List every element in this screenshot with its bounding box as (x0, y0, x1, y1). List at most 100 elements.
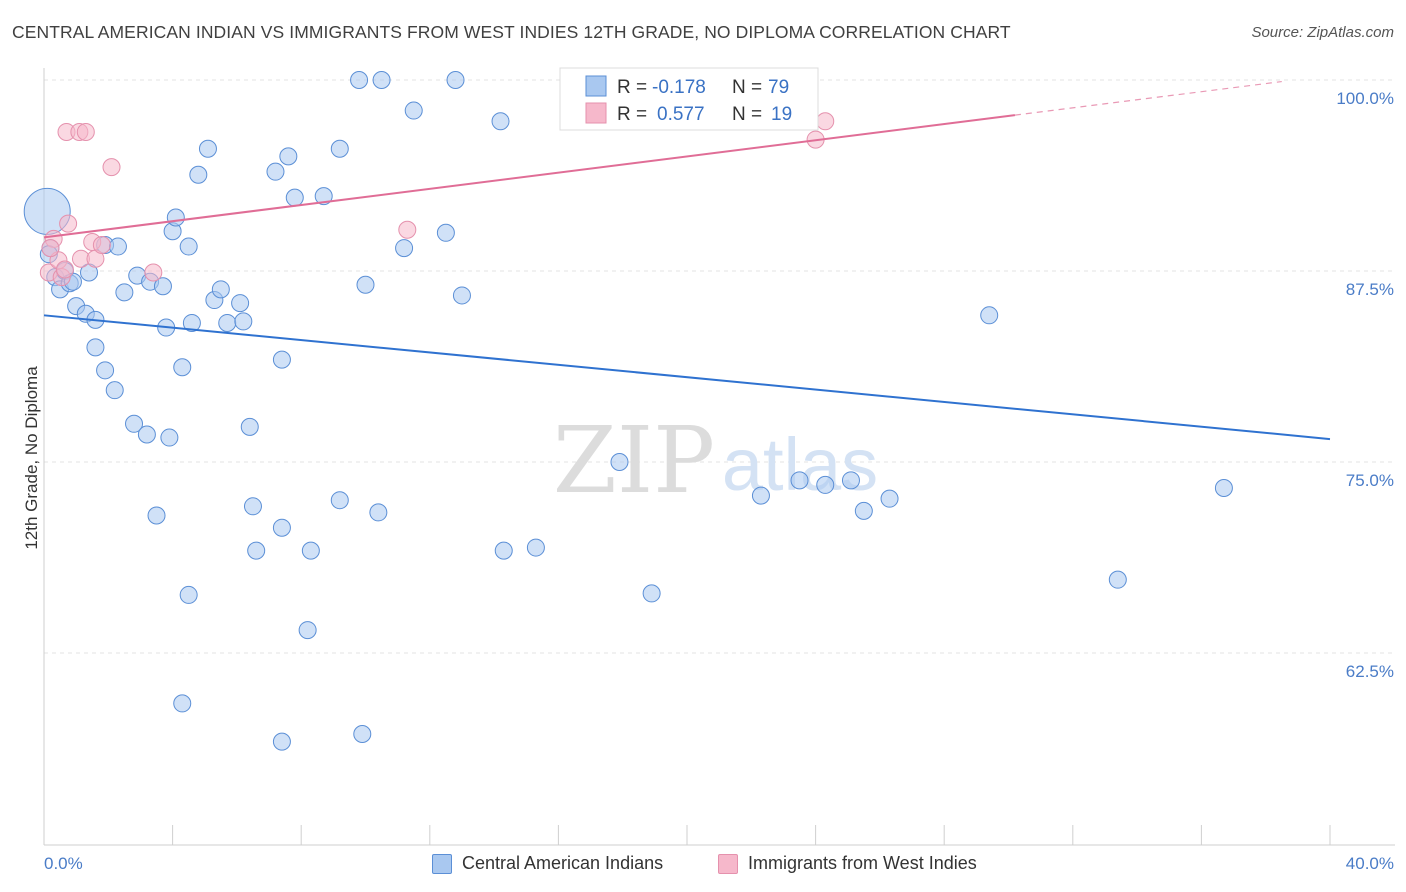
data-point-central-american-indians (452, 286, 471, 305)
data-point-central-american-indians (404, 101, 423, 120)
data-point-central-american-indians (980, 306, 999, 325)
y-tick-label: 62.5% (1346, 662, 1394, 681)
data-point-central-american-indians (301, 541, 320, 560)
data-point-immigrants-from-west-indies (55, 260, 74, 279)
data-point-central-american-indians (137, 425, 156, 444)
data-point-immigrants-from-west-indies (41, 239, 60, 258)
data-point-immigrants-from-west-indies (816, 112, 835, 131)
x-tick-label: 40.0% (1346, 854, 1394, 873)
data-point-central-american-indians (751, 486, 770, 505)
trend-line-immigrants-from-west-indies (43, 114, 1016, 239)
stats-box: R = -0.178 N = 79 R = 0.577 N = 19 (559, 67, 819, 131)
y-axis-title: 12th Grade, No Diploma (22, 366, 41, 550)
data-point-central-american-indians (526, 538, 545, 557)
stats-r-value-2: 0.577 (657, 104, 705, 125)
stats-r-label-2: R = (617, 104, 647, 125)
stats-n-label-1: N = (732, 77, 762, 98)
data-point-central-american-indians (173, 358, 192, 377)
data-point-central-american-indians (816, 475, 835, 494)
watermark: ZIP atlas (553, 407, 878, 514)
data-point-central-american-indians (166, 208, 185, 227)
trend-lines (43, 80, 1331, 441)
data-point-central-american-indians (198, 139, 217, 158)
stats-n-value-1: 79 (768, 77, 789, 98)
legend-label-central-american-indians: Central American Indians (462, 853, 664, 873)
data-point-central-american-indians (96, 361, 115, 380)
data-point-central-american-indians (350, 71, 369, 89)
stats-swatch-blue (585, 75, 607, 97)
data-point-immigrants-from-west-indies (144, 263, 163, 282)
data-point-central-american-indians (266, 162, 285, 181)
data-point-central-american-indians (353, 724, 372, 743)
watermark-zip: ZIP (553, 407, 715, 514)
data-point-central-american-indians (369, 503, 388, 522)
data-point-central-american-indians (841, 471, 860, 490)
data-point-central-american-indians (272, 732, 291, 751)
data-point-central-american-indians (854, 501, 873, 520)
data-point-immigrants-from-west-indies (92, 236, 111, 255)
data-point-central-american-indians (446, 71, 465, 89)
data-point-immigrants-from-west-indies (59, 214, 78, 233)
data-point-central-american-indians (279, 147, 298, 166)
legend-swatch-pink (718, 853, 738, 874)
data-point-central-american-indians (231, 294, 250, 313)
data-point-central-american-indians (298, 621, 317, 640)
data-point-immigrants-from-west-indies (76, 122, 95, 141)
data-point-central-american-indians (436, 223, 455, 242)
data-point-central-american-indians (105, 381, 124, 400)
data-point-central-american-indians (147, 506, 166, 525)
chart-title: CENTRAL AMERICAN INDIAN VS IMMIGRANTS FR… (12, 22, 1011, 42)
legend-item-immigrants-from-west-indies[interactable]: Immigrants from West Indies (718, 853, 977, 874)
x-tick-label: 0.0% (44, 854, 83, 873)
watermark-atlas: atlas (722, 423, 878, 506)
stats-n-value-2: 19 (771, 104, 792, 125)
data-point-central-american-indians (218, 313, 237, 332)
data-point-central-american-indians (189, 165, 208, 184)
y-tick-labels: 62.5% 75.0% 87.5% 100.0% (1336, 89, 1394, 681)
data-point-central-american-indians (330, 139, 349, 158)
axes (43, 68, 1395, 846)
data-point-central-american-indians (115, 283, 134, 302)
stats-swatch-pink (585, 102, 607, 124)
data-point-central-american-indians (240, 417, 259, 436)
data-point-central-american-indians (880, 489, 899, 508)
legend-item-central-american-indians[interactable]: Central American Indians (432, 853, 663, 874)
stats-r-value-1: -0.178 (652, 77, 706, 98)
data-point-central-american-indians (314, 187, 333, 206)
data-point-immigrants-from-west-indies (398, 220, 417, 239)
data-point-central-american-indians (610, 453, 629, 471)
data-point-central-american-indians (182, 313, 201, 332)
stats-r-label-1: R = (617, 77, 647, 98)
x-tick-labels: 0.0% 40.0% (44, 854, 1394, 873)
data-point-central-american-indians (179, 585, 198, 604)
source-label: Source: ZipAtlas.com (1251, 24, 1394, 41)
grid-lines (44, 79, 1395, 654)
legend: Central American Indians Immigrants from… (0, 850, 1406, 880)
data-point-central-american-indians (153, 277, 172, 296)
data-point-central-american-indians (173, 694, 192, 713)
data-point-central-american-indians (642, 584, 661, 603)
stats-n-label-2: N = (732, 104, 762, 125)
data-point-central-american-indians (790, 471, 809, 490)
data-point-central-american-indians (179, 237, 198, 256)
data-point-central-american-indians (125, 414, 144, 433)
legend-label-immigrants-from-west-indies: Immigrants from West Indies (748, 853, 977, 873)
data-point-central-american-indians (1214, 478, 1233, 497)
data-point-central-american-indians (247, 541, 266, 560)
data-point-central-american-indians (272, 350, 291, 369)
data-point-central-american-indians (234, 312, 253, 331)
data-point-central-american-indians (1108, 570, 1127, 589)
data-point-central-american-indians (494, 541, 513, 560)
trend-line-extension-immigrants-from-west-indies (1014, 80, 1282, 116)
data-point-central-american-indians (395, 239, 414, 258)
data-point-central-american-indians (285, 188, 304, 207)
data-point-central-american-indians (272, 518, 291, 537)
y-tick-label: 87.5% (1346, 280, 1394, 299)
data-point-central-american-indians (160, 428, 179, 447)
data-point-central-american-indians (108, 237, 127, 256)
y-tick-label: 75.0% (1346, 471, 1394, 490)
series-immigrants-from-west-indies (39, 112, 835, 287)
data-point-central-american-indians (491, 112, 510, 131)
y-tick-label: 100.0% (1336, 89, 1394, 108)
